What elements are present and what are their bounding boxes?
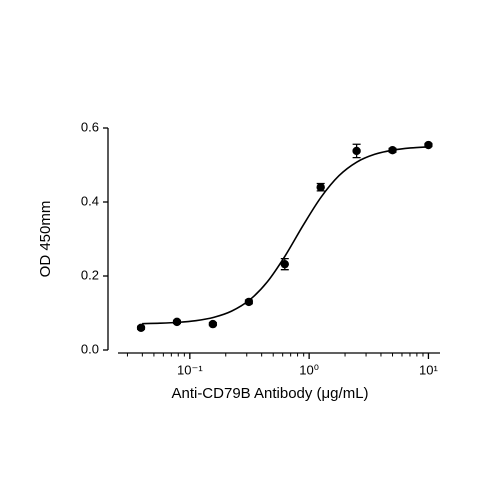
x-tick-label: 10¹ (419, 362, 438, 377)
data-point (316, 183, 325, 192)
y-tick-label: 0.2 (81, 267, 99, 282)
x-tick-label: 10⁻¹ (177, 362, 203, 377)
fit-curve (142, 146, 429, 325)
y-tick-label: 0.0 (81, 341, 99, 356)
y-tick-label: 0.4 (81, 193, 99, 208)
y-axis-title: OD 450mm (37, 201, 54, 278)
data-point (280, 259, 289, 269)
data-point (352, 146, 361, 156)
x-tick-label: 10⁰ (299, 362, 319, 377)
data-point (208, 319, 218, 329)
data-point (424, 140, 433, 150)
data-point (136, 323, 146, 332)
x-axis-title: Anti-CD79B Antibody (μg/mL) (171, 385, 368, 402)
y-tick-label: 0.6 (81, 119, 99, 134)
